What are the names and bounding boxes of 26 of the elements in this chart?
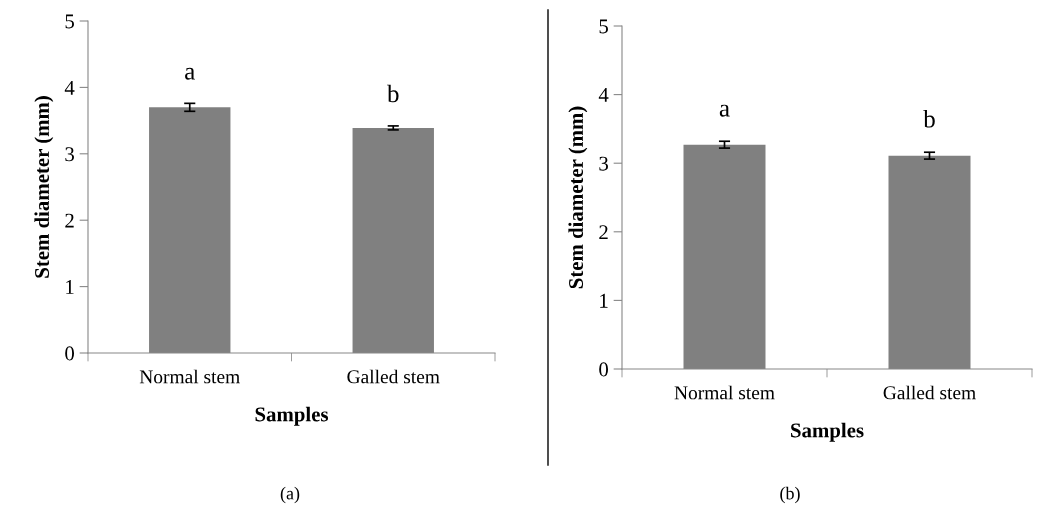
y-tick-label: 1 xyxy=(600,293,608,308)
x-tick-label: Normal stem xyxy=(674,385,775,400)
text: (b) xyxy=(780,486,800,504)
y-tick-label: 2 xyxy=(599,225,608,240)
y-tick-label: 5 xyxy=(599,19,608,34)
y-tick-label: 2 xyxy=(65,213,74,228)
x-tick-label: Normal stem xyxy=(139,369,240,384)
y-tick-label: 3 xyxy=(599,156,608,171)
x-axis-title: Samples xyxy=(791,422,864,442)
y-tick-label: 0 xyxy=(599,362,609,377)
y-tick-label: 4 xyxy=(64,80,75,95)
x-tick-label: Galled stem xyxy=(347,369,440,384)
x-tick-label: Galled stem xyxy=(883,385,976,400)
y-tick-label: 3 xyxy=(65,147,74,162)
y-axis-title: Stem diameter (mm) xyxy=(568,106,588,289)
y-tick-label: 5 xyxy=(65,14,74,29)
x-axis-title: Samples xyxy=(255,406,329,426)
annotation: b xyxy=(387,84,399,103)
annotation: b xyxy=(923,110,935,128)
y-tick-label: 0 xyxy=(65,346,75,361)
annotation: a xyxy=(719,104,730,117)
y-axis-title: Stem diameter (mm) xyxy=(34,96,54,278)
annotation: a xyxy=(185,67,195,80)
y-tick-label: 4 xyxy=(598,88,609,102)
text: (a) xyxy=(280,486,300,504)
y-tick-label: 1 xyxy=(66,280,74,294)
